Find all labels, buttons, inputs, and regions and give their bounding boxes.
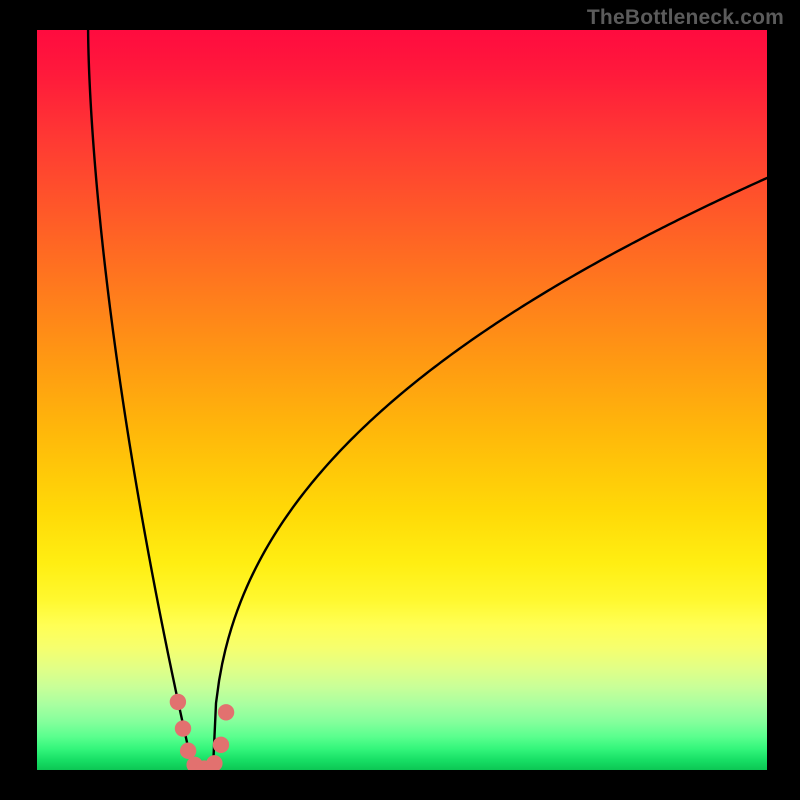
curve-marker — [180, 743, 196, 759]
curve-marker — [218, 704, 234, 720]
chart-container: TheBottleneck.com — [0, 0, 800, 800]
curve-marker — [170, 694, 186, 710]
curve-marker — [213, 737, 229, 753]
curve-marker — [175, 720, 191, 736]
chart-svg — [37, 30, 767, 770]
plot-area — [37, 30, 767, 770]
watermark-text: TheBottleneck.com — [587, 6, 784, 30]
